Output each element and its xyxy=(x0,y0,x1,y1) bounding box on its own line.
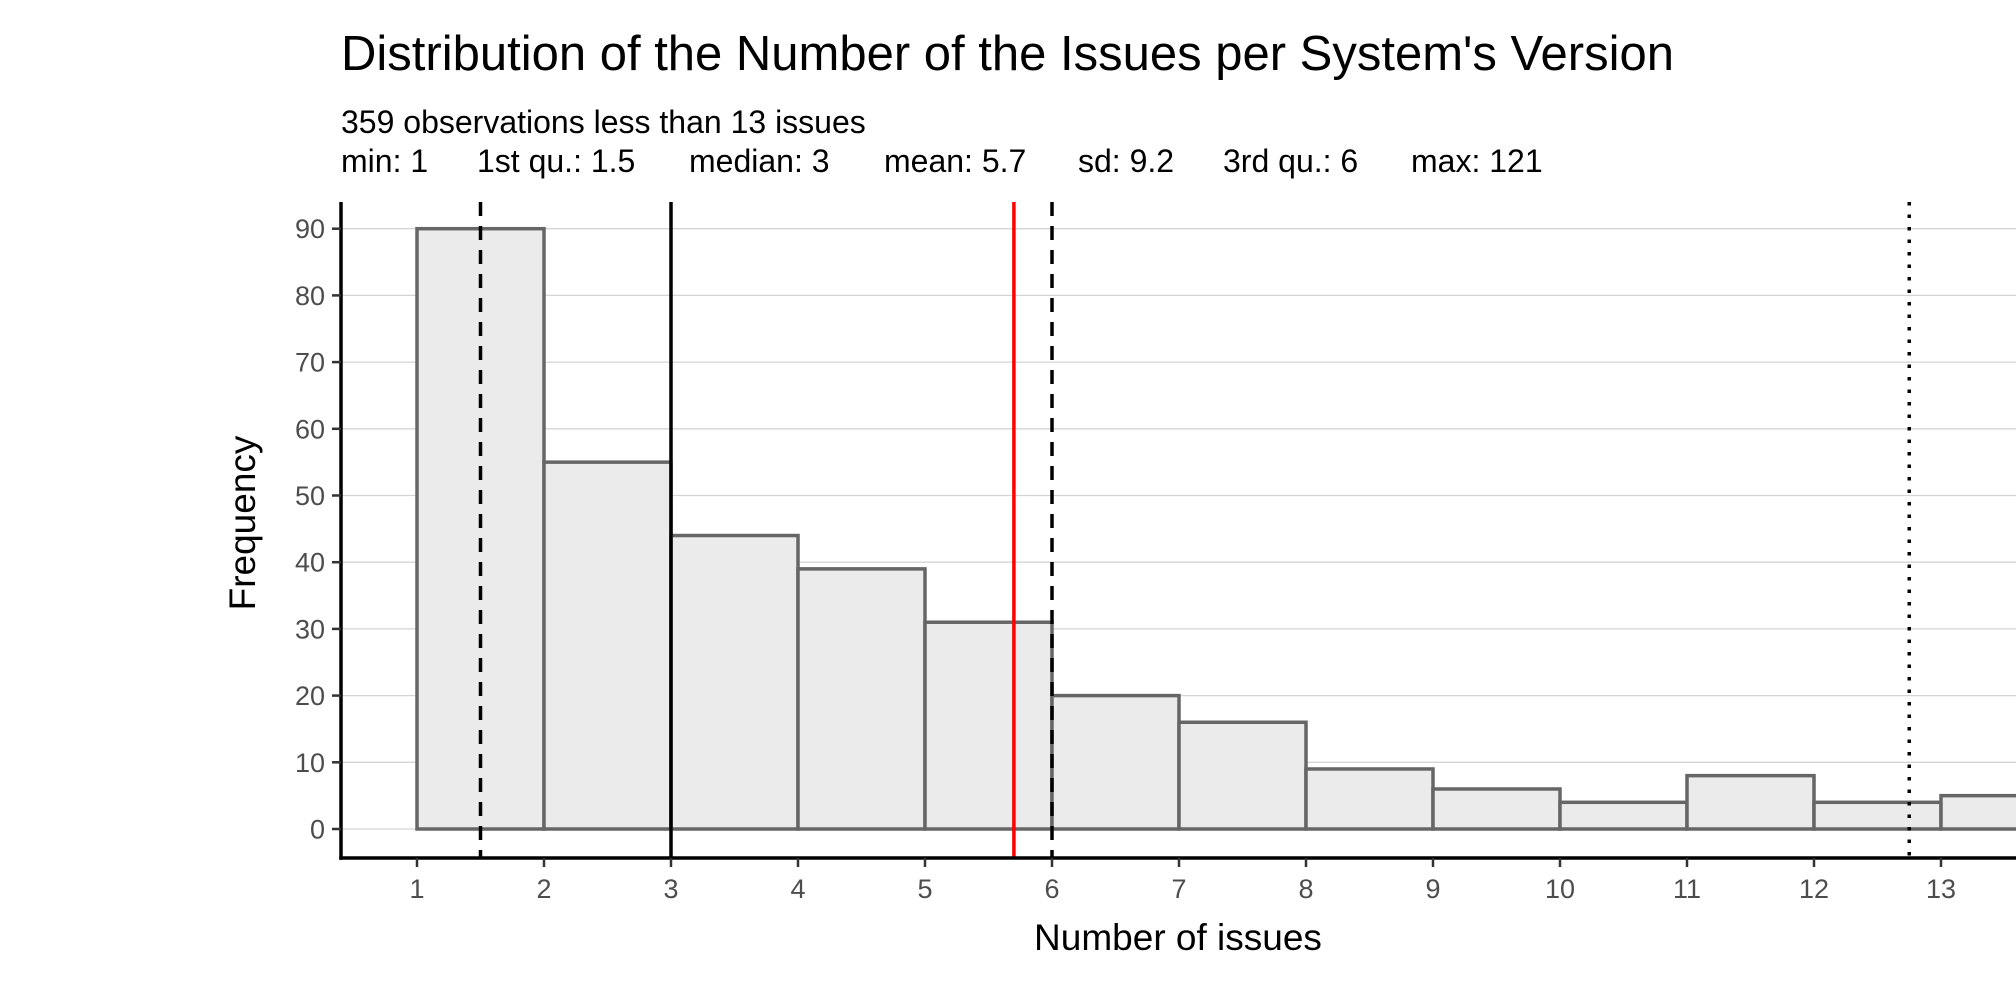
y-axis-title: Frequency xyxy=(222,435,263,610)
y-tick-label-10: 10 xyxy=(295,748,325,778)
stat-median: median: 3 xyxy=(689,143,830,179)
bar-5-6 xyxy=(923,620,1054,831)
stat-mean: mean: 5.7 xyxy=(884,143,1026,179)
x-tick-label-12: 12 xyxy=(1799,874,1829,904)
bar-3-4 xyxy=(669,533,800,831)
y-tick-label-60: 60 xyxy=(295,414,325,444)
axes xyxy=(339,202,2016,860)
y-tick-label-70: 70 xyxy=(295,348,325,378)
bar-7-8 xyxy=(1177,720,1308,831)
bar-9-10 xyxy=(1431,787,1562,831)
x-tick-label-1: 1 xyxy=(409,874,424,904)
y-axis-ticks: 0 10 20 30 40 50 60 70 80 90 xyxy=(295,214,341,845)
x-tick-label-9: 9 xyxy=(1425,874,1440,904)
chart-title: Distribution of the Number of the Issues… xyxy=(341,27,1674,81)
y-tick-label-20: 20 xyxy=(295,681,325,711)
y-tick-label-90: 90 xyxy=(295,214,325,244)
stat-min: min: 1 xyxy=(341,143,428,179)
x-tick-label-2: 2 xyxy=(536,874,551,904)
x-tick-label-10: 10 xyxy=(1545,874,1575,904)
bar-8-9 xyxy=(1304,767,1435,831)
y-tick-label-40: 40 xyxy=(295,548,325,578)
stat-sd: sd: 9.2 xyxy=(1078,143,1174,179)
x-axis-ticks: 1 2 3 4 5 6 7 8 9 10 11 12 13 xyxy=(409,858,1956,904)
bar-6-7 xyxy=(1050,693,1181,831)
y-tick-label-30: 30 xyxy=(295,614,325,644)
bar-11-12 xyxy=(1685,773,1816,831)
x-tick-label-4: 4 xyxy=(790,874,805,904)
x-tick-label-11: 11 xyxy=(1673,874,1701,904)
bar-12-13 xyxy=(1812,800,1943,831)
y-tick-label-50: 50 xyxy=(295,481,325,511)
bar-2-3 xyxy=(542,460,673,831)
x-axis-title: Number of issues xyxy=(1034,917,1322,958)
stat-1st-qu: 1st qu.: 1.5 xyxy=(477,143,635,179)
summary-statistics: min: 1 1st qu.: 1.5 median: 3 mean: 5.7 sd: … xyxy=(341,143,1543,179)
chart-subtitle: 359 observations less than 13 issues xyxy=(341,104,866,140)
x-tick-label-13: 13 xyxy=(1926,874,1956,904)
reference-lines xyxy=(478,202,1911,858)
stat-3rd-qu: 3rd qu.: 6 xyxy=(1223,143,1358,179)
x-tick-label-8: 8 xyxy=(1298,874,1313,904)
x-tick-label-5: 5 xyxy=(917,874,932,904)
x-tick-label-7: 7 xyxy=(1171,874,1186,904)
bar-10-11 xyxy=(1558,800,1689,831)
bar-4-5 xyxy=(796,567,927,831)
histogram-bars xyxy=(415,226,2016,831)
x-tick-label-6: 6 xyxy=(1044,874,1059,904)
y-tick-label-0: 0 xyxy=(310,815,325,845)
x-tick-label-3: 3 xyxy=(663,874,678,904)
bar-13-14 xyxy=(1939,793,2016,831)
stat-max: max: 121 xyxy=(1411,143,1543,179)
y-tick-label-80: 80 xyxy=(295,281,325,311)
